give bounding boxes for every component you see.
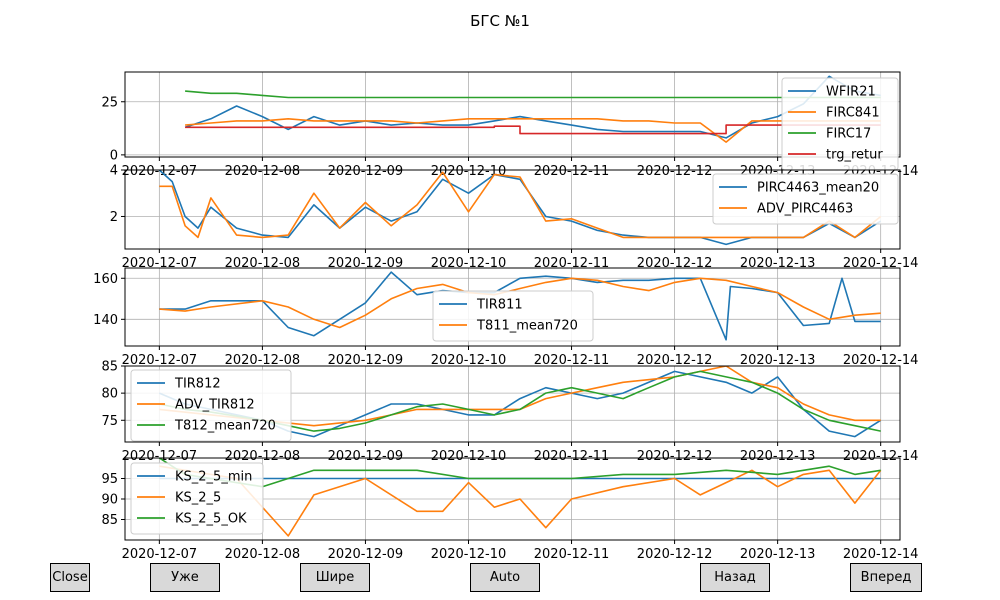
y-tick-label: 25 bbox=[101, 95, 118, 110]
legend-label: KS_2_5_OK bbox=[175, 512, 247, 527]
figure-title: БГС №1 bbox=[470, 12, 530, 30]
x-tick-label: 2020-12-10 bbox=[431, 449, 507, 464]
legend: KS_2_5_min KS_2_5 KS_2_5_OK bbox=[130, 462, 264, 535]
x-tick-label: 2020-12-10 bbox=[431, 353, 507, 368]
legend-label: FIRC841 bbox=[826, 106, 880, 121]
x-tick-label: 2020-12-14 bbox=[843, 547, 919, 562]
legend-box bbox=[130, 462, 264, 535]
legend-label: TIR812 bbox=[174, 377, 221, 392]
axes-frame bbox=[124, 169, 901, 250]
y-tick-label: 80 bbox=[101, 387, 118, 402]
x-tick-label: 2020-12-11 bbox=[534, 547, 610, 562]
y-tick-label: 75 bbox=[101, 414, 118, 429]
legend-label: PIRC4463_mean20 bbox=[757, 181, 879, 196]
auto-button[interactable]: Auto bbox=[470, 563, 540, 592]
y-tick-label: 95 bbox=[101, 472, 118, 487]
x-tick-label: 2020-12-12 bbox=[637, 353, 713, 368]
axes-frame bbox=[124, 365, 901, 443]
series-line-ks_2_5 bbox=[159, 465, 882, 537]
series-line-wfir21 bbox=[184, 75, 881, 139]
x-tick-label: 2020-12-11 bbox=[534, 353, 610, 368]
x-tick-label: 2020-12-13 bbox=[740, 353, 816, 368]
legend: PIRC4463_mean20 ADV_PIRC4463 bbox=[712, 173, 899, 225]
close-button[interactable]: Close bbox=[50, 563, 90, 592]
x-tick-label: 2020-12-08 bbox=[225, 547, 301, 562]
x-tick-label: 2020-12-07 bbox=[122, 353, 198, 368]
legend-label: T811_mean720 bbox=[476, 319, 578, 334]
series-line-tir811 bbox=[159, 271, 881, 341]
x-tick-label: 2020-12-11 bbox=[534, 256, 610, 271]
x-tick-label: 2020-12-12 bbox=[637, 547, 713, 562]
narrower-button[interactable]: Уже bbox=[150, 563, 220, 592]
x-tick-label: 2020-12-10 bbox=[431, 547, 507, 562]
y-tick-label: 90 bbox=[101, 493, 118, 508]
x-tick-label: 2020-12-14 bbox=[843, 353, 919, 368]
legend-label: FIRC17 bbox=[826, 127, 871, 142]
legend-label: ADV_TIR812 bbox=[175, 398, 255, 413]
x-tick-label: 2020-12-14 bbox=[843, 256, 919, 271]
x-tick-label: 2020-12-07 bbox=[122, 547, 198, 562]
legend-box bbox=[130, 369, 292, 442]
subplot-2: 2 4 2020-12-07 2020-12-08 2020-12-09 2020-12-… bbox=[110, 164, 919, 272]
x-tick-label: 2020-12-11 bbox=[534, 449, 610, 464]
legend-label: T812_mean720 bbox=[174, 419, 276, 434]
legend-label: TIR811 bbox=[476, 298, 523, 313]
y-tick-label: 4 bbox=[110, 164, 118, 179]
y-tick-label: 85 bbox=[101, 513, 118, 528]
legend: WFIR21 FIRC841 FIRC17 trg_retur bbox=[781, 77, 899, 171]
legend-label: KS_2_5_min bbox=[175, 470, 252, 485]
x-tick-label: 2020-12-08 bbox=[225, 449, 301, 464]
series-line-t812_mean720 bbox=[159, 370, 881, 432]
y-tick-label: 85 bbox=[101, 360, 118, 375]
x-tick-label: 2020-12-13 bbox=[740, 256, 816, 271]
x-tick-label: 2020-12-07 bbox=[122, 256, 198, 271]
series-line-t811_mean720 bbox=[159, 277, 881, 329]
x-tick-label: 2020-12-08 bbox=[225, 256, 301, 271]
legend-label: KS_2_5 bbox=[175, 491, 221, 506]
legend-label: WFIR21 bbox=[826, 85, 876, 100]
legend-box bbox=[432, 290, 594, 342]
subplot-3: 140 160 2020-12-07 2020-12-08 2020-12-09 2020… bbox=[93, 267, 919, 368]
legend-box bbox=[712, 173, 899, 225]
x-tick-label: 2020-12-12 bbox=[637, 449, 713, 464]
back-button[interactable]: Назад bbox=[700, 563, 770, 592]
axes-frame bbox=[124, 71, 901, 158]
x-tick-label: 2020-12-10 bbox=[431, 256, 507, 271]
legend-label: trg_retur bbox=[826, 148, 883, 163]
x-tick-label: 2020-12-07 bbox=[122, 449, 198, 464]
series-line-firc17 bbox=[185, 90, 881, 99]
x-tick-label: 2020-12-09 bbox=[328, 547, 404, 562]
wider-button[interactable]: Шире bbox=[300, 563, 370, 592]
x-tick-label: 2020-12-09 bbox=[328, 353, 404, 368]
series-line-adv_pirc4463 bbox=[159, 171, 882, 239]
legend-label: ADV_PIRC4463 bbox=[757, 202, 853, 217]
forward-button[interactable]: Вперед bbox=[850, 563, 922, 592]
x-tick-label: 2020-12-08 bbox=[225, 353, 301, 368]
y-tick-label: 0 bbox=[110, 148, 118, 163]
x-tick-label: 2020-12-13 bbox=[740, 449, 816, 464]
axes-frame bbox=[124, 267, 901, 347]
y-tick-label: 2 bbox=[110, 210, 118, 225]
y-tick-label: 160 bbox=[93, 272, 118, 287]
x-tick-label: 2020-12-09 bbox=[328, 449, 404, 464]
series-line-adv_tir812 bbox=[159, 366, 881, 427]
x-tick-label: 2020-12-12 bbox=[637, 256, 713, 271]
series-line-firc841 bbox=[185, 118, 881, 143]
x-tick-label: 2020-12-13 bbox=[740, 547, 816, 562]
series-line-trg_retur bbox=[185, 124, 881, 135]
legend: TIR811 T811_mean720 bbox=[432, 290, 594, 342]
legend: TIR812 ADV_TIR812 T812_mean720 bbox=[130, 369, 292, 442]
y-tick-label: 140 bbox=[93, 313, 118, 328]
series-line-ks_2_5_ok bbox=[158, 458, 881, 488]
x-tick-label: 2020-12-09 bbox=[328, 256, 404, 271]
subplot-4: 75 80 85 2020-12-07 2020-12-08 2020-12-09 2020… bbox=[101, 360, 918, 465]
